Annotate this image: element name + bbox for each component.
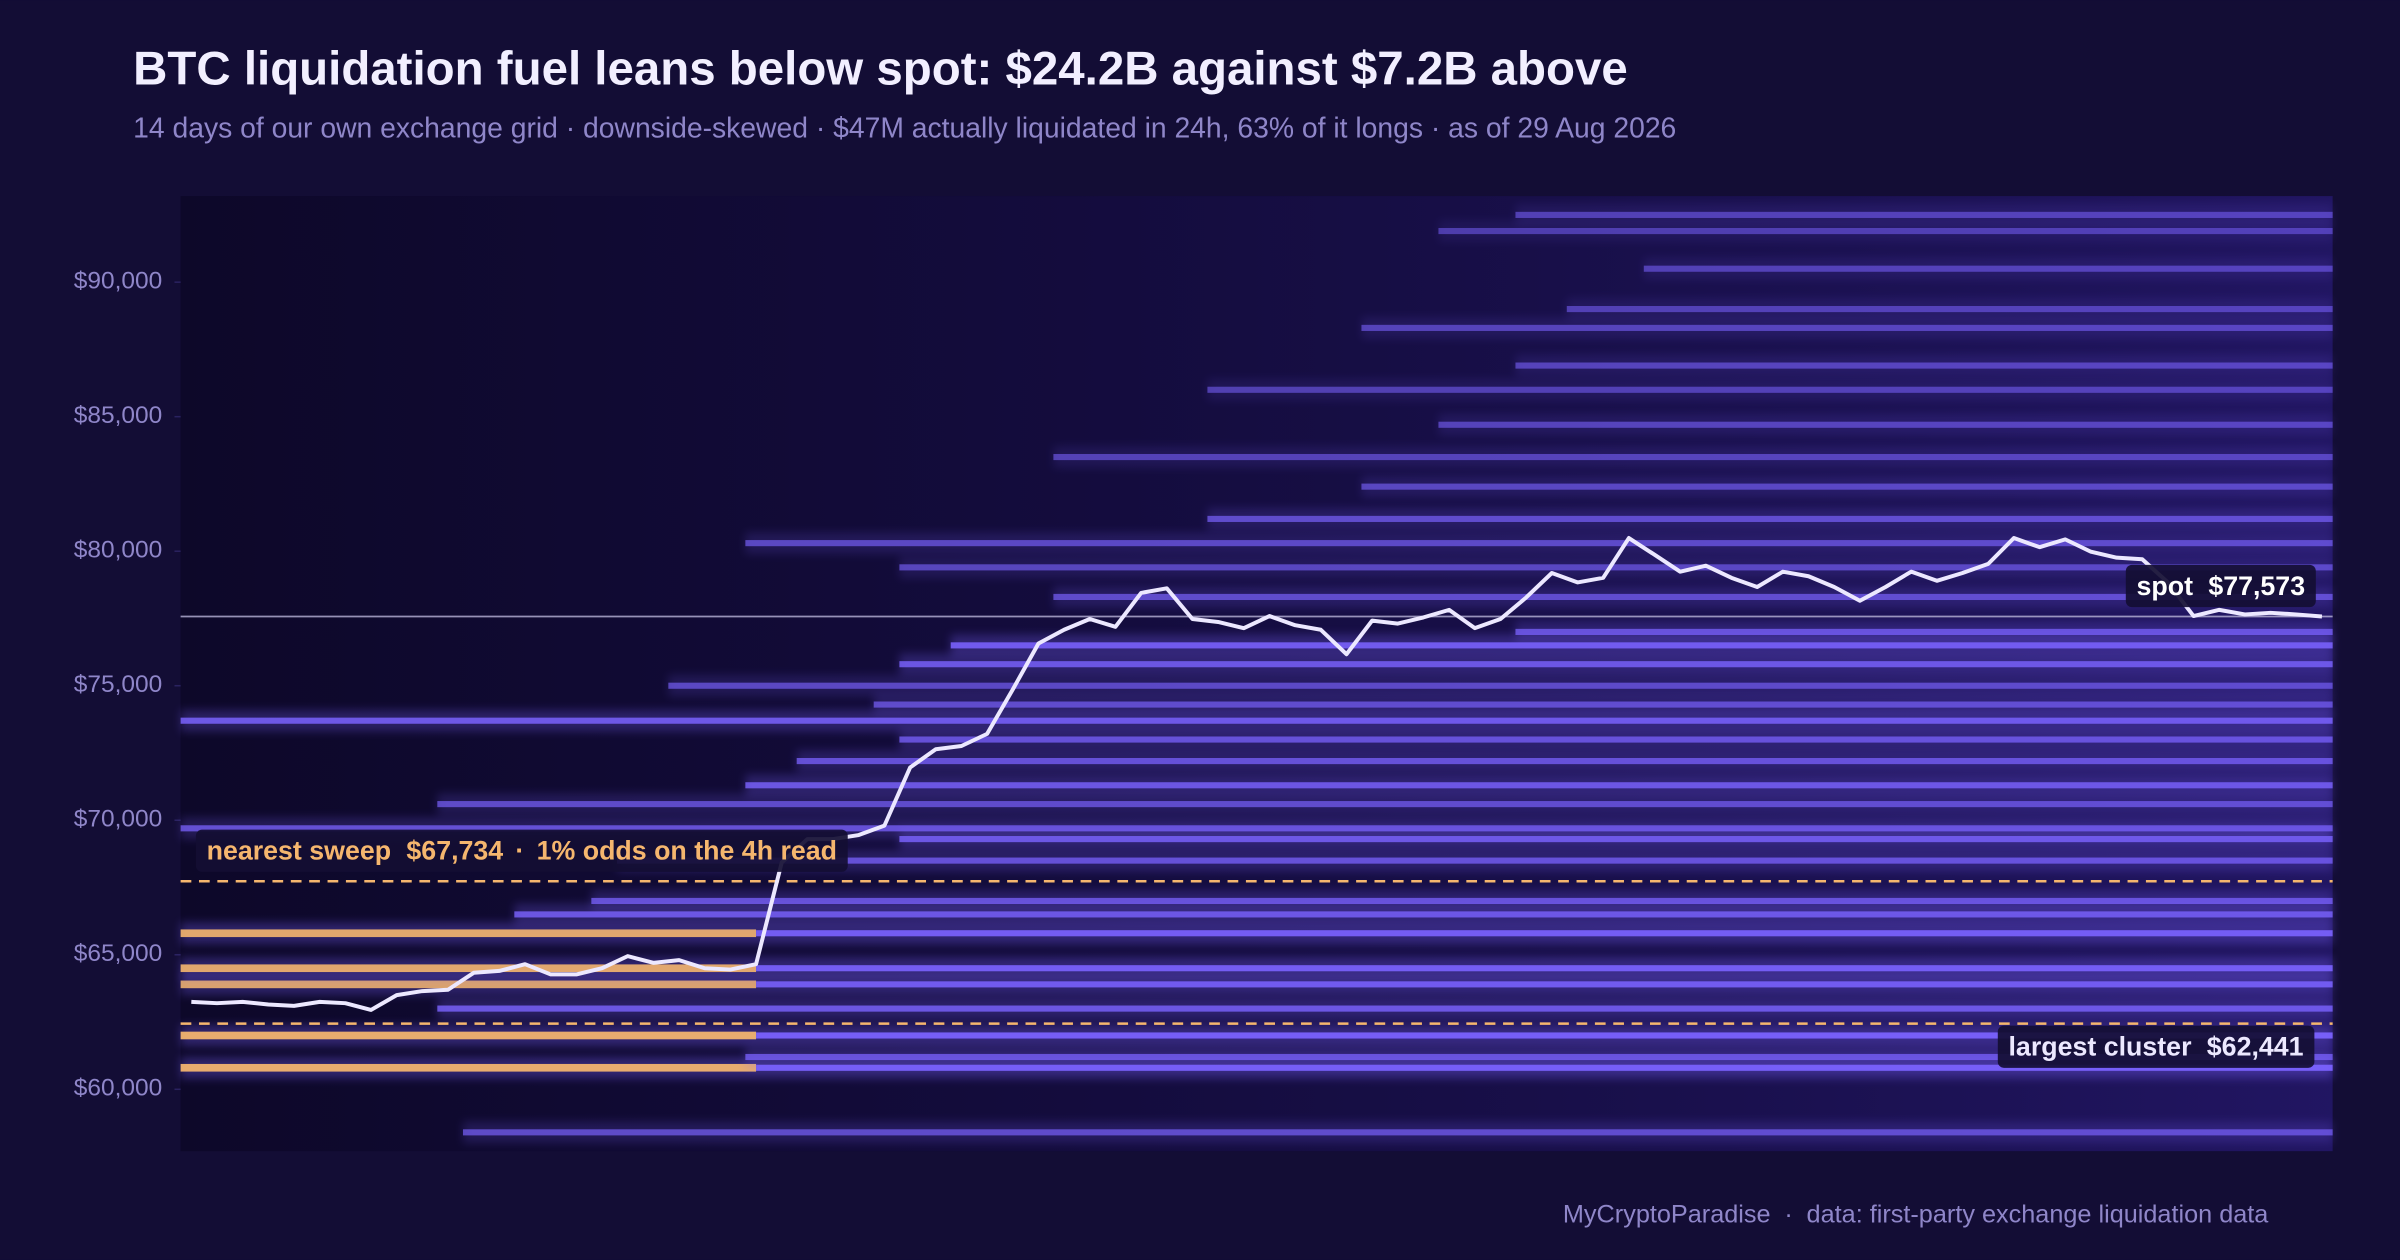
band (1053, 453, 2333, 461)
footer: MyCryptoParadise · data: first-party excha… (1563, 1200, 2269, 1228)
footer-separator: · (1784, 1200, 1792, 1228)
band (796, 758, 2333, 765)
spot-label: spot $77,573 (2125, 564, 2316, 608)
band (899, 564, 2333, 571)
label-box (195, 829, 848, 872)
y-tick-label: $85,000 (74, 402, 162, 429)
band (756, 965, 2333, 972)
hot-band (180, 964, 757, 973)
y-tick-label: $65,000 (74, 940, 162, 967)
band (756, 930, 2333, 937)
band (756, 981, 2333, 988)
band (950, 642, 2333, 649)
label-part: $67,734 (406, 836, 503, 866)
band (873, 701, 2333, 708)
band (180, 825, 2333, 832)
label-part: 1% odds on the 4h read (537, 836, 837, 866)
label-part: · (515, 836, 524, 866)
band (745, 540, 2333, 547)
band (756, 1032, 2333, 1039)
band (180, 717, 2333, 724)
price-line (191, 536, 2323, 1012)
label-text: largest cluster $62,441 (2009, 1032, 2304, 1062)
label-box (1997, 1025, 2315, 1068)
band (514, 911, 2333, 918)
y-tick-label: $75,000 (74, 671, 162, 698)
band (668, 682, 2333, 689)
overlay: spot $77,573 nearest sweep $67,734 · 1% odds … (180, 536, 2333, 1068)
label-part: $77,573 (2208, 571, 2305, 601)
band (899, 661, 2333, 668)
y-tick-label: $90,000 (74, 268, 162, 295)
sweep-label: nearest sweep $67,734 · 1% odds on the 4h r… (195, 829, 848, 872)
label-text: spot $77,573 (2137, 571, 2306, 601)
label-part: $62,441 (2207, 1032, 2304, 1062)
band (1566, 306, 2333, 313)
footer-source: MyCryptoParadise (1563, 1200, 1771, 1228)
band (617, 857, 2333, 864)
label-text: nearest sweep $67,734 · 1% odds on the 4h r… (207, 836, 837, 866)
label-part: nearest sweep (207, 836, 391, 866)
band (1438, 421, 2333, 428)
band (899, 836, 2333, 843)
band (1643, 265, 2333, 272)
y-tick-label: $80,000 (74, 537, 162, 564)
band (1053, 593, 2333, 601)
chart-subtitle: 14 days of our own exchange grid · downs… (133, 112, 1676, 144)
hot-band (180, 980, 757, 989)
band (745, 782, 2333, 789)
band (1515, 362, 2333, 369)
band (1515, 628, 2333, 635)
hot-band (180, 929, 757, 938)
band (899, 736, 2333, 743)
band (756, 1064, 2333, 1071)
band (437, 801, 2333, 808)
band (1361, 324, 2333, 331)
cluster-label: largest cluster $62,441 (1997, 1025, 2315, 1068)
label-part: spot (2137, 571, 2194, 601)
hot-band (180, 1031, 757, 1040)
y-tick-label: $60,000 (74, 1075, 162, 1102)
chart-title: BTC liquidation fuel leans below spot: $… (133, 43, 1628, 96)
band (1361, 483, 2333, 490)
band (591, 897, 2333, 905)
band (745, 1053, 2333, 1061)
band (1207, 515, 2333, 522)
hot-band (180, 1063, 757, 1072)
band (437, 1005, 2333, 1012)
band (1515, 211, 2333, 218)
label-part: largest cluster (2009, 1032, 2193, 1062)
y-tick-label: $70,000 (74, 806, 162, 833)
band (462, 1129, 2333, 1136)
band (1438, 227, 2333, 235)
band (1207, 386, 2333, 393)
label-box (2125, 564, 2316, 608)
heatmap (174, 204, 2333, 1144)
footer-note: data: first-party exchange liquidation d… (1807, 1200, 2270, 1228)
